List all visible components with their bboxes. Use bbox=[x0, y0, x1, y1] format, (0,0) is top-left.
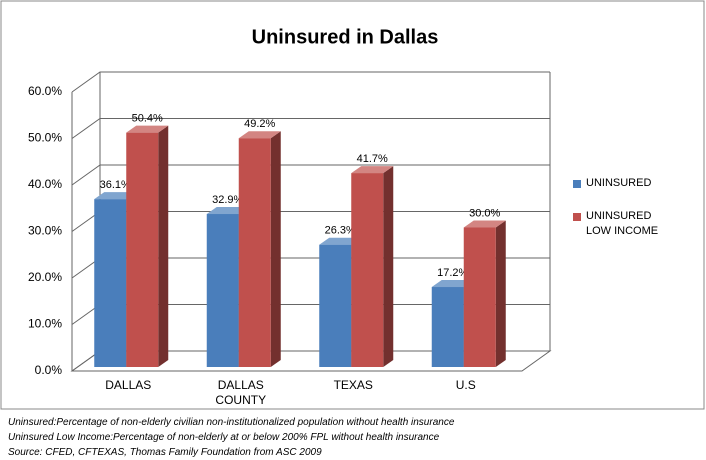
chart-border bbox=[0, 0, 705, 410]
y-tick-label: 50.0% bbox=[28, 131, 62, 145]
x-tick-label: TEXAS bbox=[333, 378, 373, 392]
grid-line bbox=[71, 118, 550, 139]
grid-line bbox=[71, 164, 550, 186]
y-tick-label: 10.0% bbox=[28, 317, 62, 331]
bar-top bbox=[238, 131, 281, 139]
x-tick-label: DALLAS COUNTY bbox=[215, 378, 267, 407]
legend-label: UNINSURED LOW INCOME bbox=[586, 210, 659, 237]
bar-side bbox=[383, 166, 394, 367]
value-label: 26.3% bbox=[325, 225, 356, 237]
bar bbox=[206, 214, 239, 367]
value-label: 36.1% bbox=[100, 179, 131, 191]
value-label: 32.9% bbox=[212, 194, 243, 206]
bar bbox=[94, 199, 127, 367]
bar bbox=[431, 287, 464, 367]
legend-label: UNINSURED bbox=[586, 177, 652, 189]
note: Uninsured Low Income:Percentage of non-e… bbox=[8, 432, 440, 443]
bar bbox=[126, 132, 159, 367]
bar-side bbox=[270, 131, 281, 367]
value-label: 50.4% bbox=[132, 113, 163, 125]
bar-top bbox=[351, 166, 394, 174]
bar bbox=[238, 138, 271, 367]
bar-top bbox=[94, 192, 137, 200]
value-label: 17.2% bbox=[437, 267, 468, 279]
note: Source: CFED, CFTEXAS, Thomas Family Fou… bbox=[8, 447, 322, 458]
x-tick-label: DALLAS bbox=[105, 378, 152, 392]
y-tick-label: 30.0% bbox=[28, 224, 62, 238]
y-tick-label: 0.0% bbox=[35, 363, 63, 377]
legend-swatch bbox=[573, 180, 581, 188]
y-tick-label: 60.0% bbox=[28, 84, 62, 98]
bar bbox=[463, 227, 496, 367]
y-tick-label: 40.0% bbox=[28, 177, 62, 191]
bar bbox=[351, 173, 384, 367]
x-tick-label: U.S bbox=[455, 378, 476, 392]
bar-top bbox=[463, 220, 506, 228]
bar-side bbox=[495, 220, 506, 367]
bar-top bbox=[319, 237, 362, 245]
note: Uninsured:Percentage of non-elderly civi… bbox=[8, 417, 455, 428]
y-tick-label: 20.0% bbox=[28, 270, 62, 284]
bar-top bbox=[431, 280, 474, 288]
bar bbox=[319, 244, 352, 367]
value-label: 30.0% bbox=[469, 207, 500, 219]
value-label: 49.2% bbox=[244, 118, 275, 130]
value-label: 41.7% bbox=[357, 153, 388, 165]
grid-line bbox=[71, 71, 550, 93]
bar-side bbox=[158, 125, 169, 367]
bar-top bbox=[206, 207, 249, 215]
chart-title: Uninsured in Dallas bbox=[252, 26, 439, 48]
legend-swatch bbox=[573, 213, 581, 221]
bar-top bbox=[126, 125, 169, 133]
